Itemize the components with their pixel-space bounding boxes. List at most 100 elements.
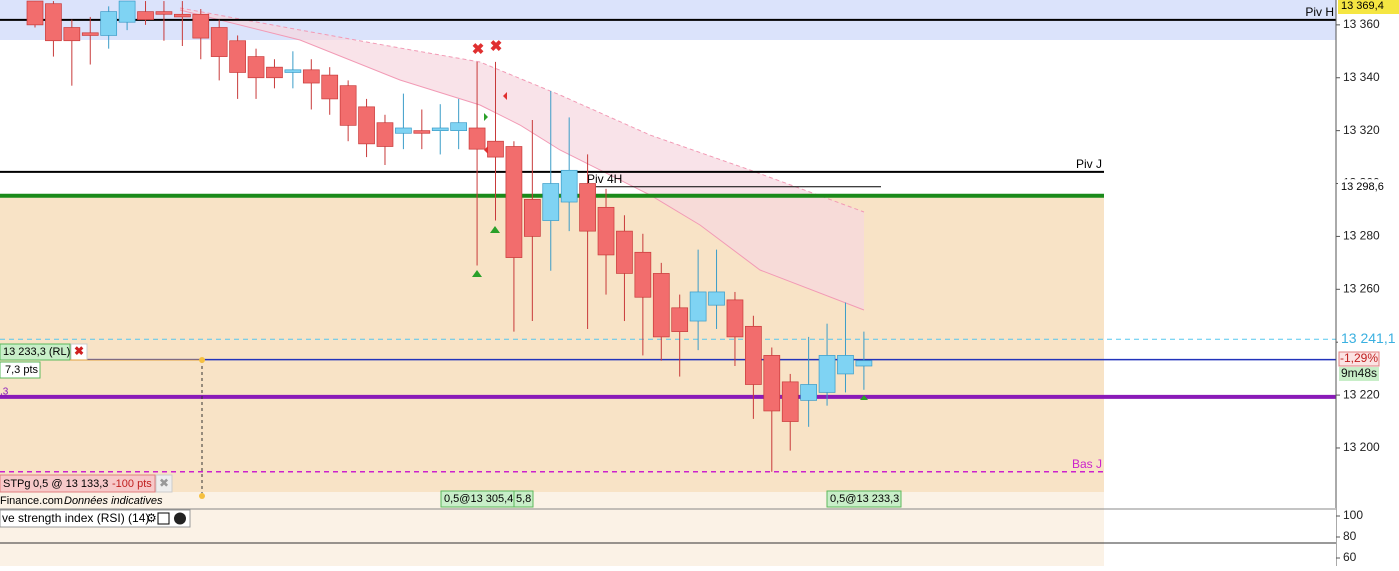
candle-body xyxy=(395,127,412,134)
candle-body xyxy=(413,130,431,134)
trade-box xyxy=(513,490,534,508)
candle-body xyxy=(155,11,173,15)
candle-body xyxy=(671,307,689,332)
candle-body xyxy=(634,251,652,298)
disclaimer: Données indicatives xyxy=(64,495,163,507)
pts-box xyxy=(0,361,41,379)
buy-arrow xyxy=(860,395,868,400)
candle-body xyxy=(118,0,136,23)
y-tick-label: 13 320 xyxy=(1343,123,1380,137)
ma-cloud xyxy=(180,8,864,310)
candle-body xyxy=(358,106,375,145)
candle-body xyxy=(100,11,118,36)
zone-band xyxy=(0,492,1104,508)
close-icon[interactable]: ✖ xyxy=(74,344,84,358)
countdown-box xyxy=(1339,367,1379,381)
candle-body xyxy=(560,169,578,203)
price-tag xyxy=(1338,331,1399,348)
candle-body xyxy=(81,32,99,36)
order-limit: 13 233,3 (RL) xyxy=(3,346,70,358)
y-tick-label: 13 340 xyxy=(1343,70,1380,84)
candle-body xyxy=(468,127,486,150)
level-label: ,3 xyxy=(0,387,9,398)
trade-exit: 0,5@13 233,3 xyxy=(830,493,899,505)
buy-arrow xyxy=(472,270,482,277)
trade-box xyxy=(826,490,902,508)
candle-body xyxy=(284,69,302,73)
y-tick-label: 13 280 xyxy=(1343,229,1380,243)
level-label: Piv H xyxy=(1305,5,1334,19)
countdown: 9m48s xyxy=(1341,366,1377,380)
candle-body xyxy=(579,183,596,232)
candle-body xyxy=(247,56,265,79)
zone-band xyxy=(0,196,1104,492)
level-label: Piv 4H xyxy=(587,172,622,186)
order-handle[interactable] xyxy=(199,357,205,363)
candle-body xyxy=(45,3,62,42)
trade-pts: 5,8 xyxy=(516,493,531,505)
order-handle[interactable] xyxy=(199,493,205,499)
candle-body xyxy=(302,69,320,84)
candle-body xyxy=(800,384,817,401)
level-label: Bas J xyxy=(1072,457,1102,471)
candle-body xyxy=(487,140,504,158)
rsi-title-box xyxy=(0,509,191,528)
candle-body xyxy=(266,66,283,79)
change: -1,29% xyxy=(1340,351,1378,365)
candle-body xyxy=(192,13,210,39)
axis-panel xyxy=(1336,0,1399,566)
y-tick-label: 13 360 xyxy=(1343,17,1380,31)
candle-body xyxy=(376,122,394,147)
source: Finance.com xyxy=(0,495,63,507)
change-box xyxy=(1338,351,1380,367)
candle-body xyxy=(174,13,191,18)
candle-body xyxy=(689,291,707,322)
candle-body xyxy=(837,355,854,375)
candle-body xyxy=(339,85,357,126)
candle-body xyxy=(505,146,523,258)
candle-body xyxy=(210,27,228,57)
candle-body xyxy=(523,199,541,237)
candle-body xyxy=(229,40,246,73)
window-icon[interactable] xyxy=(157,512,170,525)
close-button[interactable] xyxy=(155,474,173,493)
candle-body xyxy=(616,230,633,274)
buy-arrow xyxy=(490,226,500,233)
stop-order: 0,5 @ 13 133,3 xyxy=(33,478,108,490)
level-label: Piv J xyxy=(1076,157,1102,171)
signal xyxy=(503,92,507,100)
candle-body xyxy=(321,74,339,100)
price-tag-label: 13 298,6 xyxy=(1341,181,1384,193)
settings-icon[interactable]: ⚙ xyxy=(146,511,157,525)
candle-body xyxy=(652,273,670,338)
trade-entry: 0,5@13 305,4 xyxy=(444,493,513,505)
y-tick-label: 13 260 xyxy=(1343,281,1380,295)
candle-body xyxy=(745,325,762,385)
candle-body xyxy=(597,206,615,256)
price-tag-label: 13 241,1 xyxy=(1341,330,1396,346)
stop-type: STPg xyxy=(3,478,31,490)
order-pts: 7,3 pts xyxy=(5,364,39,376)
y-tick-label: 13 220 xyxy=(1343,387,1380,401)
close-icon[interactable]: ✖ xyxy=(159,476,169,490)
candle-body xyxy=(855,360,873,367)
close-icon[interactable] xyxy=(174,512,186,525)
signal xyxy=(484,146,488,154)
candle-body xyxy=(137,11,154,20)
candle-body xyxy=(431,127,449,131)
y-tick-label: 60 xyxy=(1343,550,1357,564)
rsi-title: ve strength index (RSI) (14) xyxy=(2,511,149,525)
signal xyxy=(484,113,488,121)
ma-line xyxy=(179,9,865,311)
stop-pts: -100 pts xyxy=(112,478,152,490)
candle-body xyxy=(708,291,725,306)
stop-box xyxy=(0,474,156,493)
price-tag xyxy=(1338,0,1399,14)
price-tag-label: 13 369,4 xyxy=(1341,0,1384,12)
candle-body xyxy=(542,183,560,221)
exit-marker: ✖ xyxy=(490,38,503,55)
exit-marker: ✖ xyxy=(472,41,485,58)
y-tick-label: 13 200 xyxy=(1343,440,1380,454)
y-tick-label: 80 xyxy=(1343,529,1357,543)
candle-body xyxy=(781,381,799,422)
